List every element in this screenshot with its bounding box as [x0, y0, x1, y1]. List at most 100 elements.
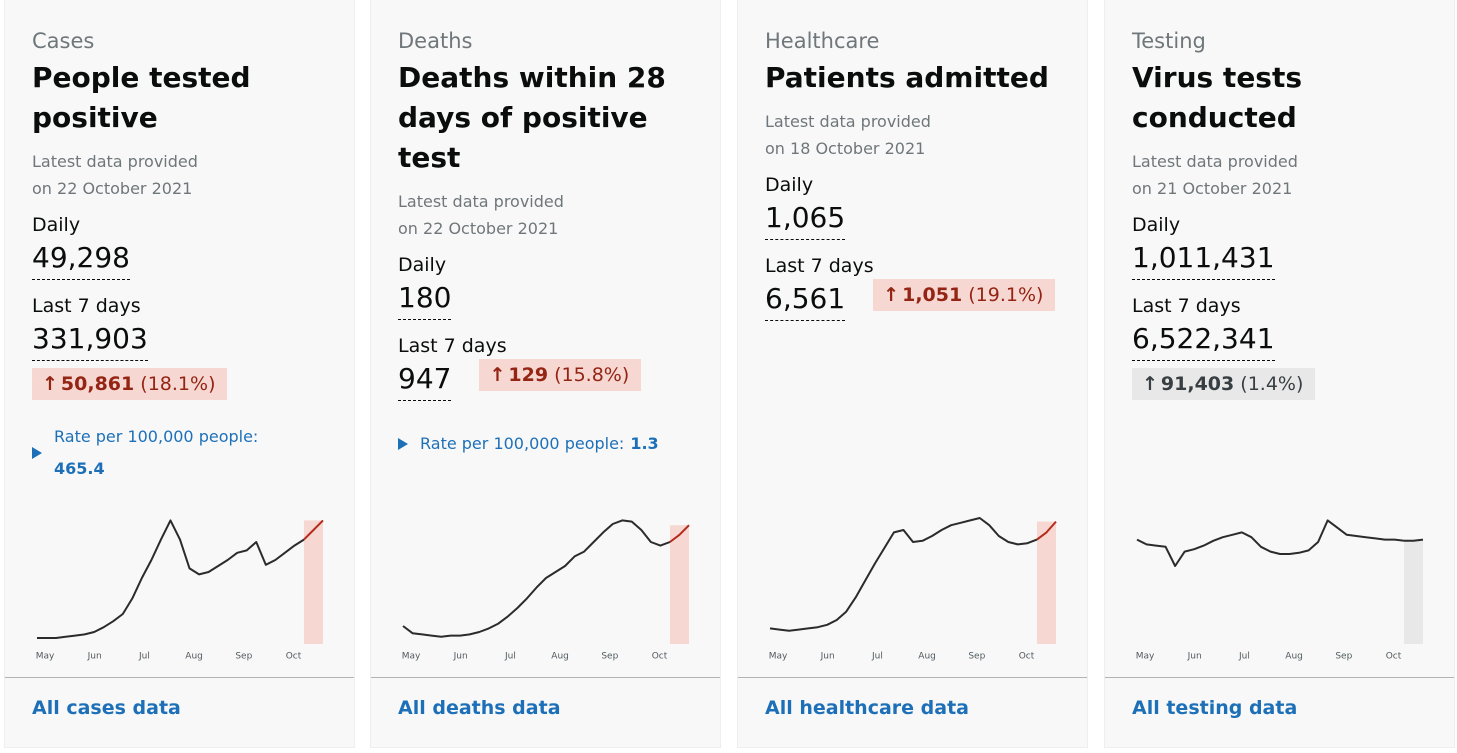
daily-value: 180: [398, 280, 452, 320]
card: Deaths Deaths within 28 days of positive …: [370, 0, 721, 748]
rate-text: Rate per 100,000 people: 465.4: [54, 421, 258, 485]
rate-toggle[interactable]: Rate per 100,000 people: 1.3: [398, 428, 708, 460]
x-tick-label: Aug: [1285, 652, 1303, 662]
sparkline-recent: [1036, 520, 1057, 541]
daily-value: 49,298: [32, 240, 130, 280]
data-link[interactable]: All testing data: [1132, 697, 1298, 719]
rate-label: Rate per 100,000 people:: [54, 427, 259, 446]
change-value: 129: [508, 364, 549, 386]
arrow-icon: ↑: [489, 364, 506, 386]
daily-value: 1,065: [765, 200, 846, 240]
sparkline-line: [37, 519, 305, 639]
x-tick-label: Jul: [138, 652, 150, 662]
daily-row: 180: [398, 280, 708, 320]
change-value: 50,861: [60, 373, 135, 395]
updated-date: on 21 October 2021: [1132, 179, 1293, 198]
card: Testing Virus tests conducted Latest data …: [1104, 0, 1455, 748]
change-percent: (1.4%): [1240, 373, 1304, 395]
updated-date: on 22 October 2021: [32, 179, 193, 198]
sparkline: May Jun Jul Aug Sep Oct: [769, 517, 1057, 662]
card: Healthcare Patients admitted Latest data p…: [737, 0, 1088, 748]
card-body: Testing Virus tests conducted Latest data …: [1105, 0, 1442, 400]
card: Cases People tested positive Latest data p…: [4, 0, 355, 748]
x-tick-label: Oct: [652, 652, 668, 662]
card-body: Deaths Deaths within 28 days of positive …: [371, 0, 708, 460]
x-tick-label: May: [1136, 652, 1155, 662]
last7-row: 6,561 ↑ 1,051 (19.1%): [765, 279, 1075, 321]
x-tick-label: Oct: [1386, 652, 1402, 662]
daily-label: Daily: [398, 254, 447, 276]
last7-label: Last 7 days: [32, 295, 141, 317]
x-tick-label: May: [402, 652, 421, 662]
highlight-region: [669, 525, 689, 644]
change-value: 91,403: [1160, 373, 1235, 395]
category: Deaths: [398, 29, 473, 53]
x-tick-label: Jun: [453, 652, 468, 662]
highlight-region: [303, 520, 323, 644]
updated-label: Latest data provided: [398, 192, 564, 211]
daily-row: 1,011,431: [1132, 240, 1442, 280]
sparkline-line: [1136, 519, 1405, 567]
x-tick-label: May: [36, 652, 55, 662]
sparkline-recent: [303, 519, 324, 541]
x-tick-label: Sep: [1335, 652, 1352, 662]
last7-value: 947: [398, 361, 452, 401]
change-box: ↑ 91,403 (1.4%): [1132, 368, 1316, 400]
change-percent: (19.1%): [968, 284, 1044, 306]
category: Cases: [32, 29, 95, 53]
last7-row: 947 ↑ 129 (15.8%): [398, 359, 708, 401]
last7-label: Last 7 days: [398, 335, 507, 357]
last7-row: 6,522,341: [1132, 321, 1442, 361]
x-tick-label: Jul: [1238, 652, 1250, 662]
triangle-icon: [398, 438, 408, 450]
daily-row: 1,065: [765, 200, 1075, 240]
divider: [738, 677, 1087, 678]
updated-label: Latest data provided: [765, 112, 931, 131]
data-link[interactable]: All healthcare data: [765, 697, 969, 719]
change-percent: (15.8%): [554, 364, 630, 386]
x-tick-label: Aug: [918, 652, 936, 662]
sparkline: May Jun Jul Aug Sep Oct: [402, 519, 690, 662]
last7-value: 331,903: [32, 321, 148, 361]
last7-label: Last 7 days: [765, 255, 874, 277]
rate-value: 1.3: [630, 434, 659, 453]
card-title: Deaths within 28 days of positive test: [398, 61, 666, 174]
daily-value: 1,011,431: [1132, 240, 1275, 280]
x-tick-label: Sep: [968, 652, 985, 662]
arrow-icon: ↑: [42, 373, 58, 395]
last7-value: 6,561: [765, 281, 846, 321]
highlight-region: [1403, 539, 1423, 644]
x-tick-label: Jun: [820, 652, 835, 662]
sparkline: May Jun Jul Aug Sep Oct: [36, 519, 324, 662]
rate-toggle[interactable]: Rate per 100,000 people: 465.4: [32, 421, 272, 485]
sparkline-line: [769, 517, 1038, 632]
change-value: 1,051: [902, 284, 963, 306]
change-box: ↑ 50,861 (18.1%): [32, 368, 228, 400]
data-link[interactable]: All cases data: [32, 697, 181, 719]
x-tick-label: Sep: [601, 652, 618, 662]
arrow-icon: ↑: [883, 284, 900, 306]
rate-value: 465.4: [54, 459, 105, 478]
card-title: Virus tests conducted: [1132, 61, 1303, 134]
card-title: Patients admitted: [765, 61, 1049, 94]
x-tick-label: Sep: [235, 652, 252, 662]
x-tick-label: May: [769, 652, 788, 662]
divider: [371, 677, 720, 678]
card-body: Cases People tested positive Latest data p…: [5, 0, 342, 485]
highlight-region: [1036, 521, 1056, 644]
x-tick-label: Oct: [1019, 652, 1035, 662]
card-body: Healthcare Patients admitted Latest data p…: [738, 0, 1075, 321]
data-link[interactable]: All deaths data: [398, 697, 561, 719]
triangle-icon: [32, 447, 42, 459]
change-box: ↑ 1,051 (19.1%): [873, 279, 1056, 311]
sparkline-line: [402, 519, 671, 638]
x-tick-label: Jun: [1187, 652, 1202, 662]
updated-date: on 22 October 2021: [398, 219, 559, 238]
updated-label: Latest data provided: [1132, 152, 1298, 171]
arrow-icon: ↑: [1142, 373, 1158, 395]
divider: [5, 677, 354, 678]
last7-row: 331,903: [32, 321, 342, 361]
rate-label: Rate per 100,000 people:: [420, 434, 625, 453]
x-tick-label: Jun: [87, 652, 102, 662]
